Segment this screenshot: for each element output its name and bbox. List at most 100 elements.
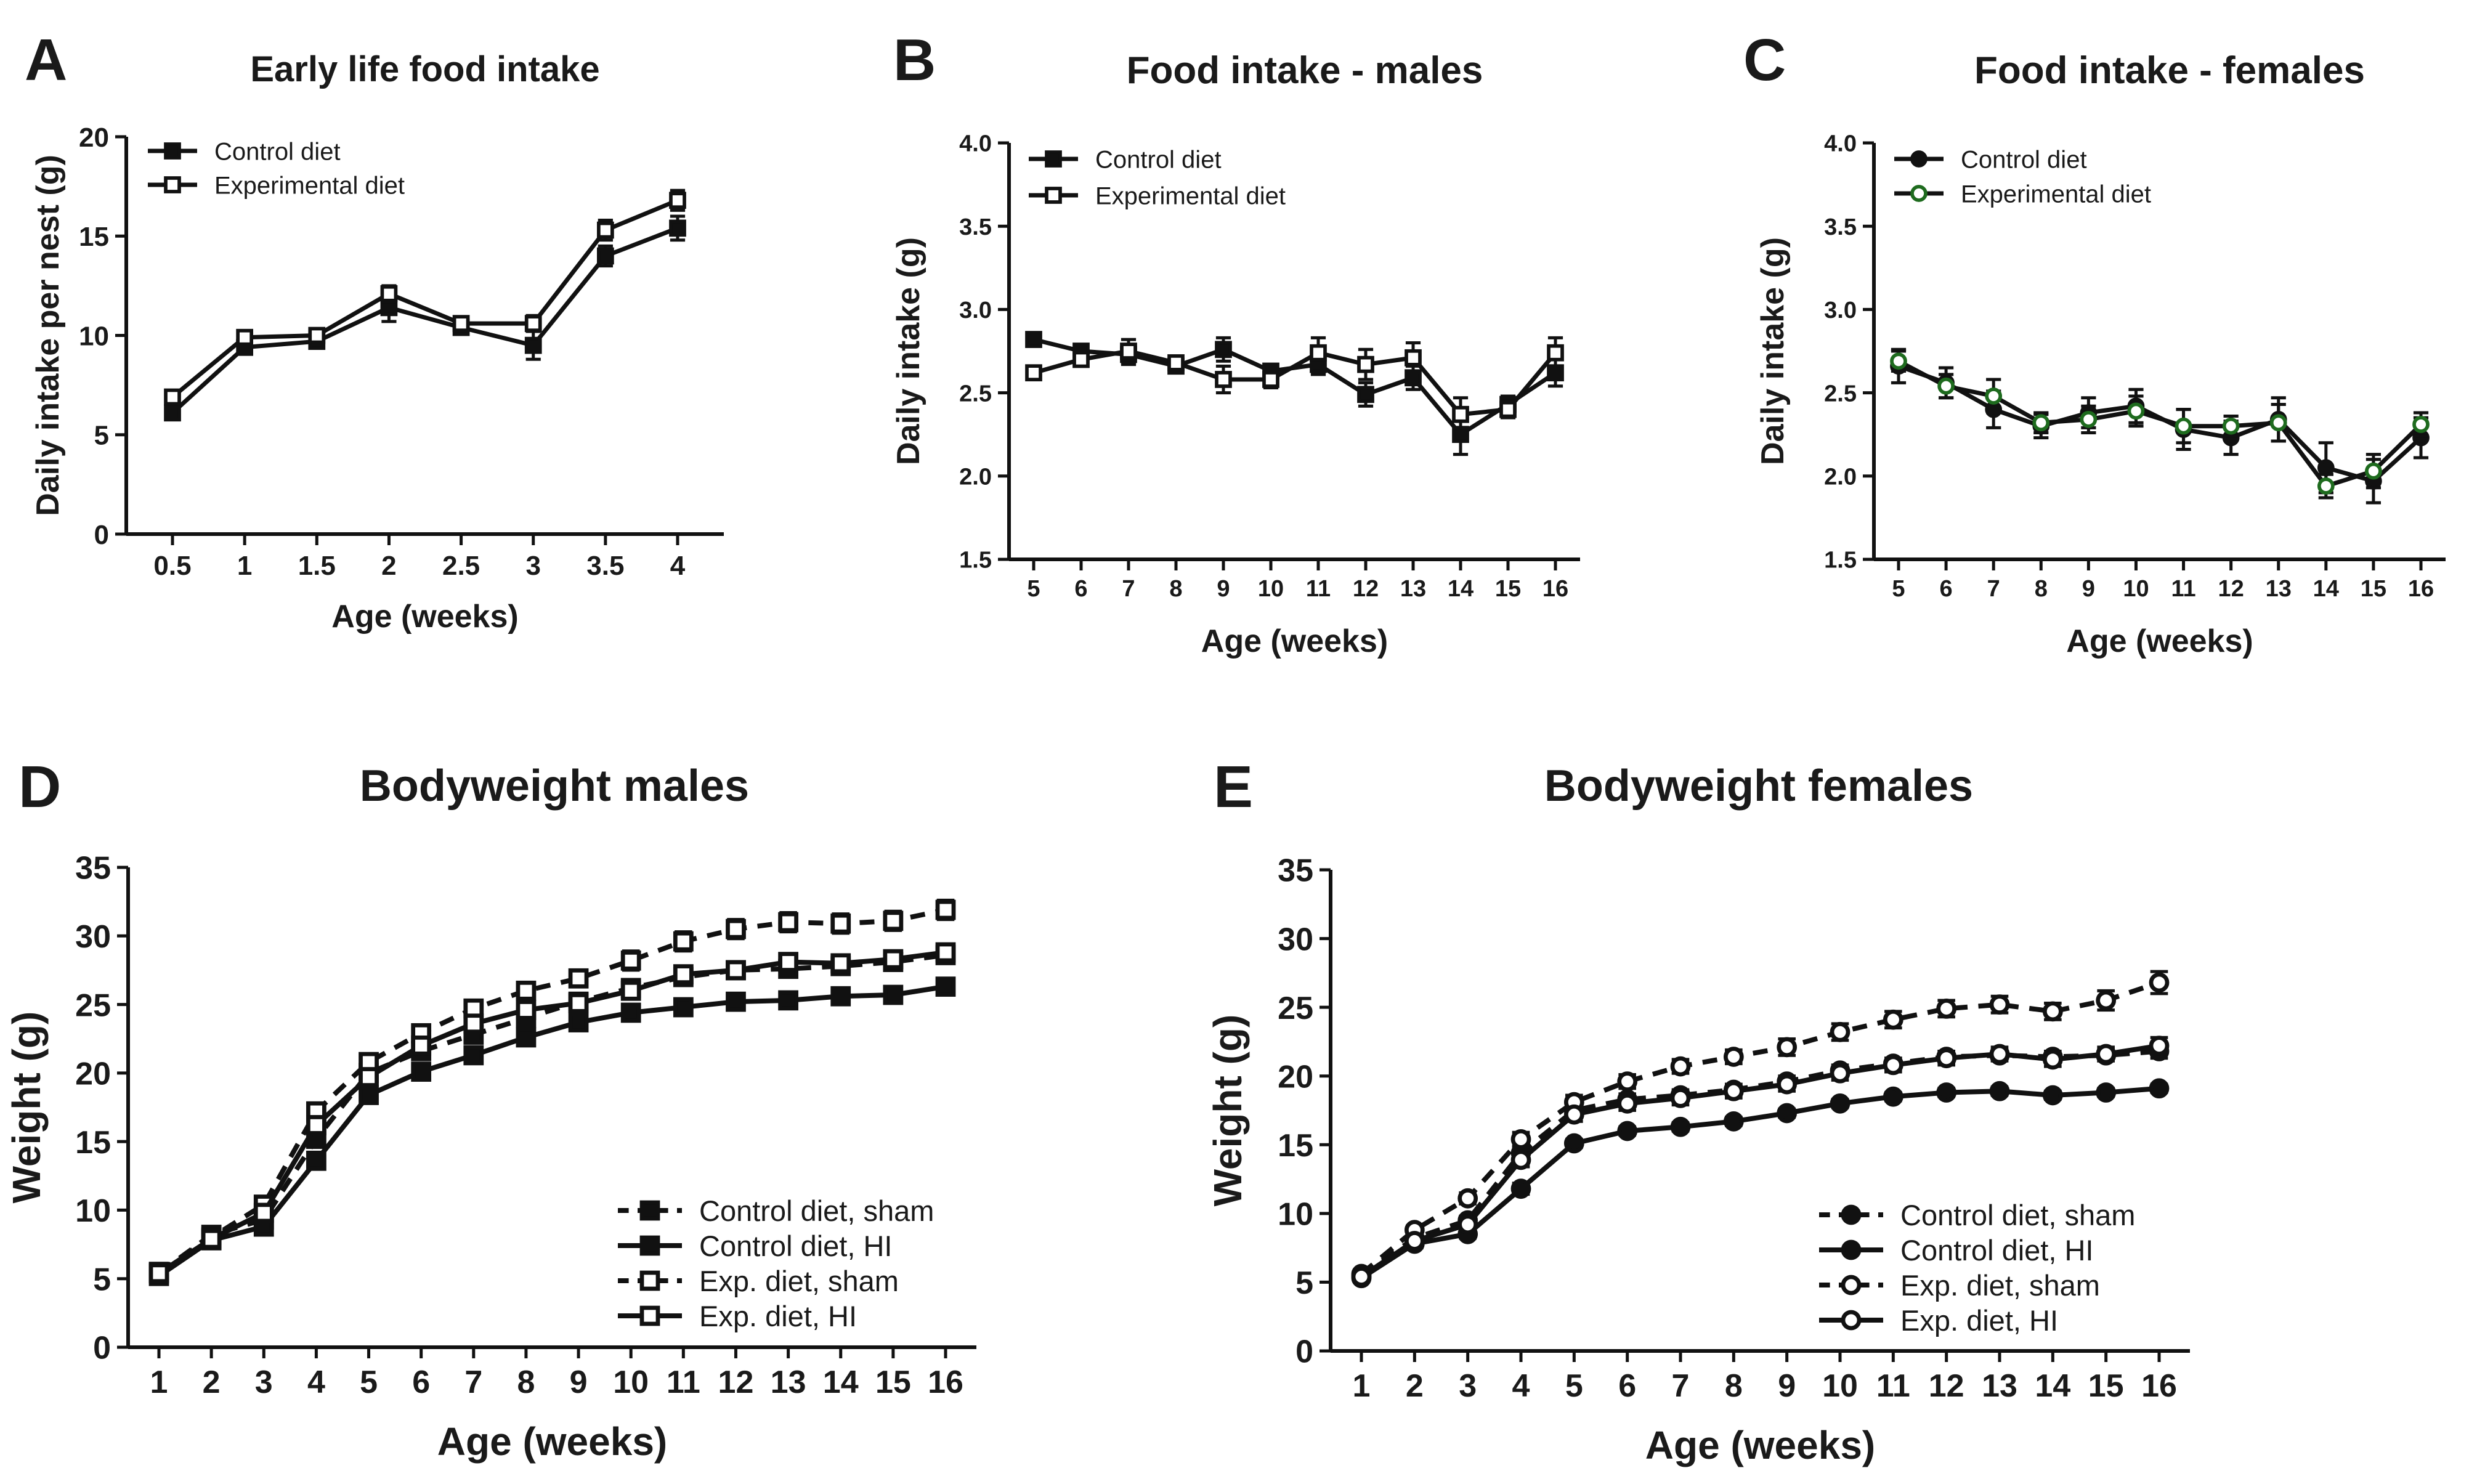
panel-d-y-tick-label: 5 bbox=[93, 1262, 111, 1297]
panel-a-data-point bbox=[164, 388, 181, 406]
panel-d-legend-label: Exp. diet, HI bbox=[699, 1300, 857, 1332]
panel-c-series-line bbox=[1897, 359, 2423, 489]
panel-d-data-point bbox=[883, 910, 904, 931]
panel-d-data-point bbox=[201, 1228, 222, 1249]
panel-d-y-tick-label: 30 bbox=[75, 919, 111, 955]
panel-d-data-point bbox=[568, 968, 589, 989]
panel-e-x-tick-label: 3 bbox=[1459, 1368, 1477, 1404]
panel-d-series-3 bbox=[148, 898, 956, 1282]
panel-c-legend-marker bbox=[1910, 185, 1928, 202]
panel-e-data-point bbox=[1936, 1048, 1957, 1069]
panel-e-data-point bbox=[2042, 1001, 2063, 1022]
panel-e-data-point bbox=[1670, 1088, 1691, 1108]
panel-a-x-tick-label: 2.5 bbox=[442, 551, 480, 581]
panel-d-x-tick-label: 5 bbox=[360, 1364, 378, 1400]
panel-a-y-tick-label: 5 bbox=[94, 421, 109, 451]
panel-b-x-tick-label: 10 bbox=[1258, 576, 1284, 602]
panel-e-letter: E bbox=[1214, 754, 1253, 820]
panel-b-x-axis-label: Age (weeks) bbox=[1201, 623, 1388, 659]
panel-e-legend-label: Exp. diet, sham bbox=[1900, 1269, 2100, 1302]
panel-e-data-point bbox=[1777, 1074, 1798, 1095]
panel-e-data-point bbox=[1670, 1116, 1691, 1137]
panel-b-x-tick-label: 11 bbox=[1306, 576, 1331, 602]
panel-b-series-2 bbox=[1025, 336, 1564, 433]
panel-c-data-point bbox=[1985, 387, 2003, 405]
panel-e-data-point bbox=[1457, 1214, 1478, 1235]
panel-a-data-point bbox=[236, 328, 254, 346]
panel-e-title: Bodyweight females bbox=[1544, 761, 1973, 811]
panel-e-data-point bbox=[1510, 1149, 1531, 1170]
panel-e-data-point bbox=[1830, 1093, 1851, 1114]
panel-e-legend-marker bbox=[1841, 1239, 1862, 1260]
panel-e-data-point bbox=[1936, 1082, 1957, 1103]
panel-e-data-point bbox=[2149, 1036, 2170, 1056]
panel-a-data-point bbox=[452, 315, 470, 333]
panel-a-data-point bbox=[669, 219, 686, 237]
panel-b-x-tick-label: 16 bbox=[1543, 576, 1568, 602]
panel-b-data-point bbox=[1499, 400, 1517, 418]
panel-e-data-point bbox=[2042, 1049, 2063, 1070]
panel-e-y-tick-label: 20 bbox=[1278, 1059, 1313, 1095]
panel-b-x-tick-label: 6 bbox=[1074, 576, 1087, 602]
panel-d-legend-marker bbox=[639, 1235, 660, 1256]
panel-e-y-tick-label: 30 bbox=[1278, 922, 1313, 957]
panel-c-x-tick-label: 16 bbox=[2408, 576, 2434, 602]
panel-e-data-point bbox=[1617, 1071, 1638, 1092]
panel-b-data-point bbox=[1025, 364, 1042, 382]
panel-a-x-tick-label: 3 bbox=[525, 551, 540, 581]
panel-e-x-tick-label: 13 bbox=[1982, 1368, 2017, 1404]
panel-e-data-point bbox=[1777, 1037, 1798, 1058]
panel-c-x-tick-label: 10 bbox=[2123, 576, 2149, 602]
panel-d-data-point bbox=[359, 1085, 379, 1105]
panel-d-data-point bbox=[778, 952, 798, 972]
panel-d-data-point bbox=[935, 899, 956, 920]
panel-e-legend-marker bbox=[1841, 1275, 1862, 1295]
panel-d-data-point bbox=[516, 980, 537, 1001]
panel-c-x-tick-label: 8 bbox=[2035, 576, 2048, 602]
panel-d-x-tick-label: 6 bbox=[412, 1364, 430, 1400]
panel-d-data-point bbox=[253, 1202, 274, 1223]
panel-e-data-point bbox=[1563, 1133, 1584, 1154]
panel-d-x-tick-label: 2 bbox=[203, 1364, 221, 1400]
panel-e-legend-item: Exp. diet, HI bbox=[1819, 1304, 2058, 1337]
panel-d-data-point bbox=[516, 1027, 537, 1048]
panel-a-data-point bbox=[596, 221, 614, 239]
panel-e-x-tick-label: 16 bbox=[2141, 1368, 2177, 1404]
panel-c-legend-marker bbox=[1910, 150, 1928, 168]
panel-c-data-point bbox=[2175, 417, 2192, 435]
panel-c-x-tick-label: 11 bbox=[2171, 576, 2195, 602]
panel-b-y-tick-label: 4.0 bbox=[959, 131, 992, 157]
panel-b-x-tick-label: 15 bbox=[1495, 576, 1521, 602]
panel-e-data-point bbox=[1723, 1081, 1744, 1101]
panel-e-x-tick-label: 12 bbox=[1929, 1368, 1964, 1404]
panel-d-legend-marker bbox=[639, 1305, 660, 1326]
panel-d-data-point bbox=[411, 1035, 432, 1056]
panel-d-data-point bbox=[726, 960, 746, 981]
panel-d-legend-label: Exp. diet, sham bbox=[699, 1265, 899, 1297]
panel-b-data-point bbox=[1120, 343, 1137, 360]
panel-e-data-point bbox=[1510, 1178, 1531, 1199]
panel-e-series-line bbox=[1360, 980, 2160, 1276]
panel-d-data-point bbox=[830, 986, 851, 1007]
panel-d-data-point bbox=[463, 1013, 484, 1034]
panel-a-y-tick-label: 20 bbox=[79, 123, 109, 153]
panel-d-data-point bbox=[673, 997, 694, 1018]
panel-d-data-point bbox=[620, 1002, 641, 1023]
panel-b-y-tick-label: 2.0 bbox=[959, 464, 992, 490]
panel-e-data-point bbox=[2149, 972, 2170, 993]
panel-c-data-point bbox=[1890, 352, 1907, 370]
panel-d-x-tick-label: 8 bbox=[517, 1364, 535, 1400]
panel-d-data-point bbox=[883, 949, 904, 970]
panel-e-data-point bbox=[1989, 994, 2010, 1015]
panel-e-x-tick-label: 2 bbox=[1406, 1368, 1424, 1404]
panel-e-data-point bbox=[2096, 1044, 2117, 1064]
panel-e-data-point bbox=[2096, 1082, 2117, 1103]
panel-d-legend-item: Control diet, sham bbox=[618, 1194, 934, 1227]
panel-a-y-tick-label: 10 bbox=[79, 321, 109, 351]
panel-a-x-tick-label: 1.5 bbox=[298, 551, 336, 581]
panel-b-legend-item: Control diet bbox=[1029, 146, 1222, 173]
panel-b-x-tick-label: 5 bbox=[1027, 576, 1040, 602]
panel-a-data-point bbox=[380, 285, 398, 302]
panel-d-series-line bbox=[157, 984, 946, 1278]
